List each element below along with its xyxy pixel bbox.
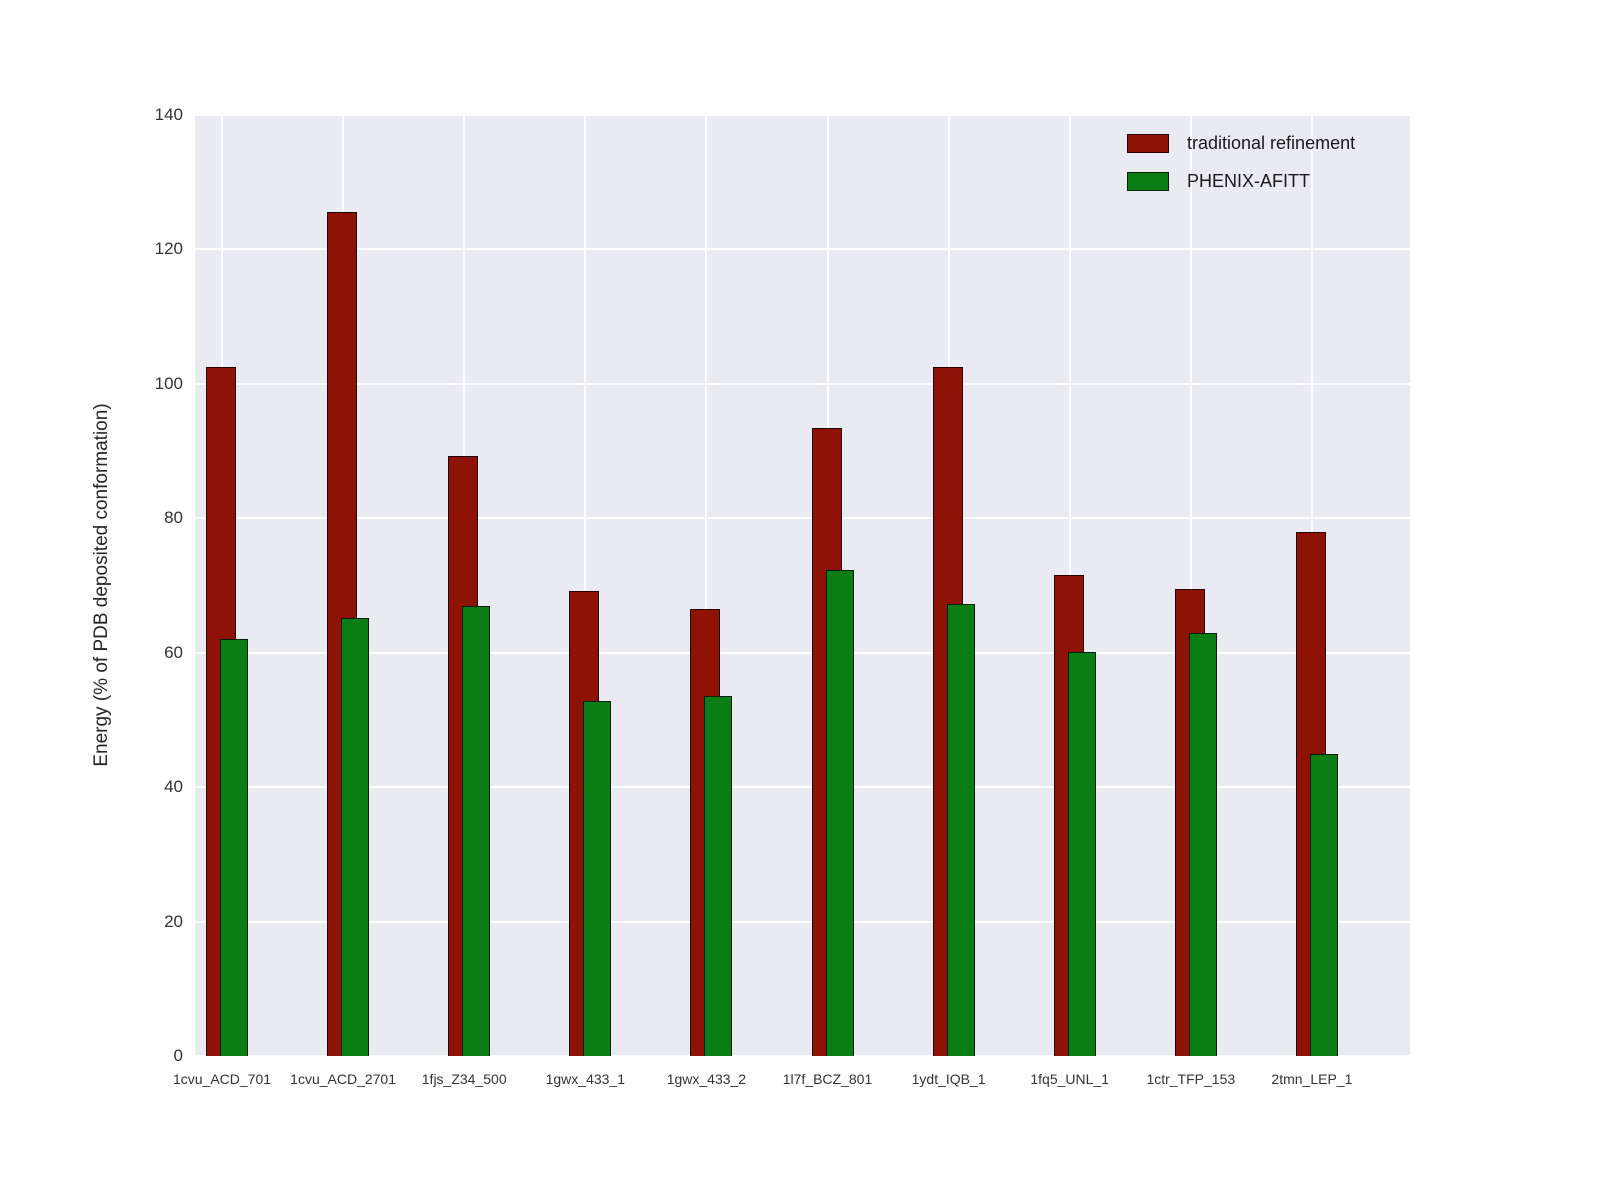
bar (1067, 652, 1096, 1056)
bar (1188, 633, 1217, 1056)
gridline-horizontal (195, 786, 1410, 789)
gridline-vertical (705, 115, 708, 1056)
x-tick-label: 1cvu_ACD_2701 (290, 1071, 397, 1087)
x-tick-label: 1l7f_BCZ_801 (782, 1071, 873, 1087)
gridline-vertical (584, 115, 587, 1056)
y-tick-label: 100 (154, 373, 183, 393)
gridline-horizontal (195, 248, 1410, 251)
y-tick-label: 80 (164, 508, 183, 528)
y-tick-label: 20 (164, 911, 183, 931)
gridline-horizontal (195, 114, 1410, 116)
bar (341, 618, 370, 1056)
x-tick-label: 1cvu_ACD_701 (172, 1071, 272, 1087)
y-tick-label: 60 (164, 642, 183, 662)
x-tick-label: 1gwx_433_1 (545, 1071, 625, 1087)
legend-item-phenix-afitt: PHENIX-AFITT (1127, 171, 1355, 192)
bar (583, 701, 612, 1056)
gridline-vertical (1189, 115, 1192, 1056)
bar (220, 638, 248, 1056)
bar (1309, 753, 1338, 1056)
legend: traditional refinement PHENIX-AFITT (1127, 133, 1355, 192)
bar (825, 570, 854, 1056)
legend-item-traditional-refinement: traditional refinement (1127, 133, 1355, 154)
y-axis-label: Energy (% of PDB deposited conformation) (91, 403, 112, 767)
x-tick-label: 2tmn_LEP_1 (1271, 1071, 1353, 1087)
gridline-horizontal (195, 920, 1410, 923)
y-tick-label: 40 (164, 777, 183, 797)
gridline-horizontal (195, 517, 1410, 520)
x-tick-label: 1ydt_IQB_1 (911, 1071, 986, 1087)
gridline-horizontal (195, 382, 1410, 385)
x-tick-label: 1fjs_Z34_500 (421, 1071, 507, 1087)
bar (462, 605, 491, 1056)
gridline-horizontal (195, 651, 1410, 654)
x-tick-label: 1ctr_TFP_153 (1146, 1071, 1236, 1087)
legend-label: traditional refinement (1187, 133, 1356, 153)
y-tick-label: 0 (173, 1046, 183, 1065)
gridline-horizontal (195, 1055, 1410, 1057)
y-tick-label: 140 (154, 105, 183, 124)
y-tick-label: 120 (154, 239, 183, 259)
bar (704, 696, 733, 1056)
legend-label: PHENIX-AFITT (1187, 171, 1311, 191)
legend-swatch-green (1127, 172, 1169, 191)
legend-swatch-red (1127, 134, 1169, 153)
x-tick-label: 1fq5_UNL_1 (1030, 1071, 1109, 1087)
bar (946, 604, 975, 1056)
plot-area: traditional refinement PHENIX-AFITT (195, 114, 1410, 1057)
x-tick-label: 1gwx_433_2 (666, 1071, 747, 1087)
